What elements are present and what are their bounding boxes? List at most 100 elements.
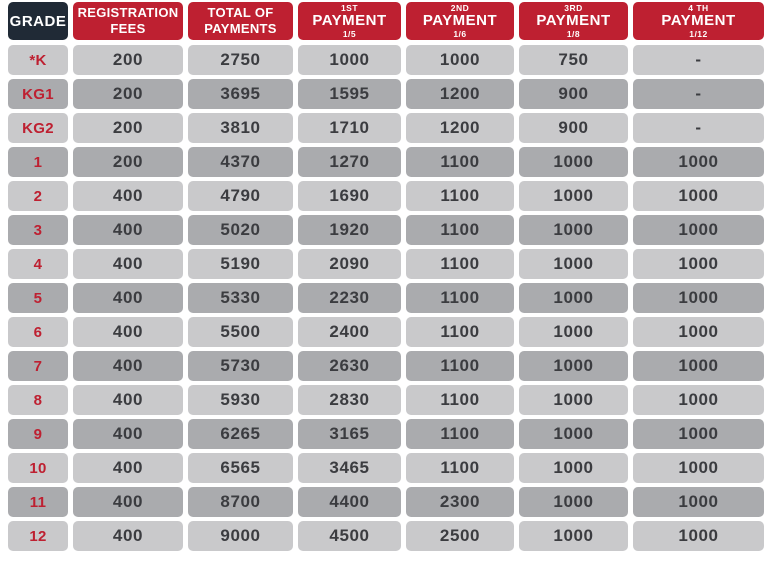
table-row: 2 400 4790 1690 1100 1000 1000 bbox=[8, 181, 768, 211]
payment-3-cell: 750 bbox=[519, 45, 628, 75]
payment-3-fraction: 1/8 bbox=[566, 28, 581, 39]
payment-4-cell: 1000 bbox=[633, 351, 764, 381]
grade-cell: 6 bbox=[8, 317, 68, 347]
registration-fees-cell: 400 bbox=[73, 215, 183, 245]
payment-1-cell: 4500 bbox=[298, 521, 401, 551]
table-row: 3 400 5020 1920 1100 1000 1000 bbox=[8, 215, 768, 245]
payment-3-cell: 1000 bbox=[519, 317, 628, 347]
payment-3-cell: 1000 bbox=[519, 419, 628, 449]
payment-2-cell: 1100 bbox=[406, 283, 514, 313]
table-body: *K 200 2750 1000 1000 750 - KG1 200 3695… bbox=[8, 45, 768, 551]
registration-fees-cell: 200 bbox=[73, 113, 183, 143]
total-of-payments-cell: 5730 bbox=[188, 351, 293, 381]
payment-3-label: PAYMENT bbox=[536, 12, 611, 30]
grade-cell: 11 bbox=[8, 487, 68, 517]
table-header-row: GRADE REGISTRATION FEES TOTAL OF PAYMENT… bbox=[8, 2, 768, 40]
column-header-payment-3: 3RD PAYMENT 1/8 bbox=[519, 2, 628, 40]
grade-cell: 12 bbox=[8, 521, 68, 551]
payment-3-cell: 1000 bbox=[519, 147, 628, 177]
total-of-payments-cell: 5190 bbox=[188, 249, 293, 279]
payment-3-cell: 1000 bbox=[519, 249, 628, 279]
grade-cell: 7 bbox=[8, 351, 68, 381]
payment-1-cell: 1595 bbox=[298, 79, 401, 109]
table-row: 11 400 8700 4400 2300 1000 1000 bbox=[8, 487, 768, 517]
table-row: 8 400 5930 2830 1100 1000 1000 bbox=[8, 385, 768, 415]
payment-1-cell: 1270 bbox=[298, 147, 401, 177]
payment-3-cell: 900 bbox=[519, 113, 628, 143]
total-of-payments-cell: 2750 bbox=[188, 45, 293, 75]
column-header-payment-2: 2ND PAYMENT 1/6 bbox=[406, 2, 514, 40]
payment-4-cell: - bbox=[633, 79, 764, 109]
payment-3-cell: 1000 bbox=[519, 487, 628, 517]
payment-4-fraction: 1/12 bbox=[689, 28, 708, 39]
grade-cell: 1 bbox=[8, 147, 68, 177]
total-of-payments-cell: 5020 bbox=[188, 215, 293, 245]
registration-fees-cell: 400 bbox=[73, 249, 183, 279]
registration-fees-cell: 400 bbox=[73, 317, 183, 347]
registration-fees-cell: 400 bbox=[73, 453, 183, 483]
payment-4-cell: - bbox=[633, 45, 764, 75]
payment-4-cell: 1000 bbox=[633, 317, 764, 347]
payment-3-ordinal: 3RD bbox=[564, 2, 583, 13]
registration-fees-cell: 200 bbox=[73, 45, 183, 75]
payment-2-cell: 1100 bbox=[406, 147, 514, 177]
registration-fees-cell: 400 bbox=[73, 487, 183, 517]
payment-2-cell: 2500 bbox=[406, 521, 514, 551]
registration-fees-cell: 400 bbox=[73, 351, 183, 381]
registration-fees-cell: 400 bbox=[73, 283, 183, 313]
payment-1-fraction: 1/5 bbox=[342, 28, 357, 39]
payment-4-label: PAYMENT bbox=[661, 12, 736, 30]
payment-3-cell: 1000 bbox=[519, 385, 628, 415]
payment-1-cell: 1920 bbox=[298, 215, 401, 245]
total-of-payments-cell: 4370 bbox=[188, 147, 293, 177]
table-row: 5 400 5330 2230 1100 1000 1000 bbox=[8, 283, 768, 313]
payment-3-cell: 1000 bbox=[519, 351, 628, 381]
registration-fees-cell: 400 bbox=[73, 181, 183, 211]
payment-3-cell: 1000 bbox=[519, 453, 628, 483]
payment-2-cell: 1000 bbox=[406, 45, 514, 75]
payment-2-cell: 1100 bbox=[406, 181, 514, 211]
total-of-payments-cell: 6565 bbox=[188, 453, 293, 483]
payment-1-ordinal: 1ST bbox=[340, 2, 359, 13]
table-row: KG1 200 3695 1595 1200 900 - bbox=[8, 79, 768, 109]
payment-3-cell: 1000 bbox=[519, 283, 628, 313]
total-of-payments-cell: 3810 bbox=[188, 113, 293, 143]
payment-2-cell: 1100 bbox=[406, 385, 514, 415]
payment-1-cell: 2090 bbox=[298, 249, 401, 279]
payment-4-cell: - bbox=[633, 113, 764, 143]
grade-cell: 8 bbox=[8, 385, 68, 415]
payment-1-cell: 4400 bbox=[298, 487, 401, 517]
registration-fees-line1: REGISTRATION bbox=[77, 5, 179, 21]
payment-2-cell: 1100 bbox=[406, 317, 514, 347]
payment-2-cell: 1100 bbox=[406, 419, 514, 449]
payment-4-cell: 1000 bbox=[633, 283, 764, 313]
payment-1-cell: 1710 bbox=[298, 113, 401, 143]
payment-4-cell: 1000 bbox=[633, 453, 764, 483]
grade-cell: 10 bbox=[8, 453, 68, 483]
payment-1-cell: 2400 bbox=[298, 317, 401, 347]
table-row: *K 200 2750 1000 1000 750 - bbox=[8, 45, 768, 75]
payment-1-cell: 1000 bbox=[298, 45, 401, 75]
payment-1-cell: 2230 bbox=[298, 283, 401, 313]
payment-4-cell: 1000 bbox=[633, 147, 764, 177]
total-of-payments-line1: TOTAL OF bbox=[207, 5, 274, 21]
payment-1-cell: 2830 bbox=[298, 385, 401, 415]
total-of-payments-cell: 6265 bbox=[188, 419, 293, 449]
payment-2-cell: 1100 bbox=[406, 215, 514, 245]
table-row: 6 400 5500 2400 1100 1000 1000 bbox=[8, 317, 768, 347]
column-header-total-of-payments: TOTAL OF PAYMENTS bbox=[188, 2, 293, 40]
payment-2-cell: 1100 bbox=[406, 249, 514, 279]
payment-2-ordinal: 2ND bbox=[450, 2, 470, 13]
payment-2-fraction: 1/6 bbox=[453, 28, 467, 39]
grade-cell: 9 bbox=[8, 419, 68, 449]
grade-cell: 2 bbox=[8, 181, 68, 211]
grade-cell: 5 bbox=[8, 283, 68, 313]
total-of-payments-cell: 3695 bbox=[188, 79, 293, 109]
payment-4-cell: 1000 bbox=[633, 249, 764, 279]
payment-4-cell: 1000 bbox=[633, 419, 764, 449]
grade-header-label: GRADE bbox=[9, 12, 67, 30]
column-header-grade: GRADE bbox=[8, 2, 68, 40]
payment-4-ordinal: 4 TH bbox=[688, 2, 709, 13]
registration-fees-cell: 400 bbox=[73, 419, 183, 449]
